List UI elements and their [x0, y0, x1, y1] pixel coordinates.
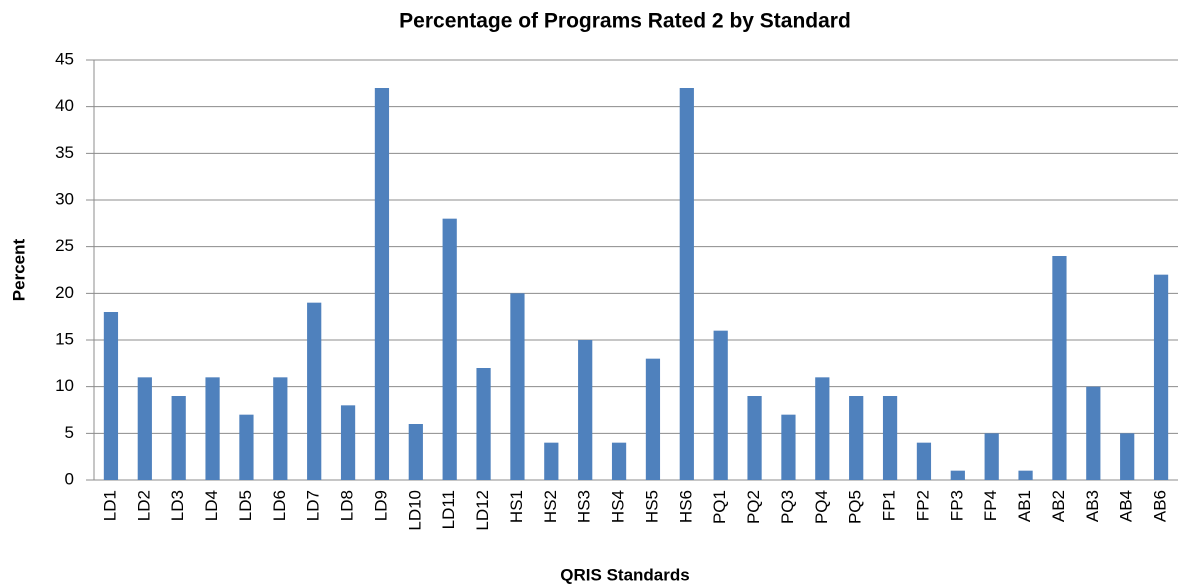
- x-tick-label: FP3: [947, 490, 966, 521]
- x-tick-label: LD1: [100, 490, 119, 521]
- bar: [1018, 470, 1033, 480]
- y-tick-label: 45: [55, 49, 74, 68]
- x-tick-label: HS6: [676, 490, 695, 523]
- x-tick-label: LD8: [338, 490, 357, 521]
- x-tick-label: FP4: [981, 490, 1000, 521]
- bar: [171, 396, 186, 480]
- bar: [307, 302, 322, 480]
- x-tick-label: AB6: [1151, 490, 1170, 522]
- x-tick-label: LD3: [168, 490, 187, 521]
- x-tick-label: PQ5: [846, 490, 865, 524]
- bar: [984, 433, 999, 480]
- bar: [340, 405, 356, 480]
- x-tick-label: LD2: [134, 490, 153, 521]
- x-tick-label: LD6: [270, 490, 289, 521]
- x-tick-label: PQ3: [778, 490, 797, 524]
- x-tick-label: LD7: [304, 490, 323, 521]
- bar: [1086, 386, 1101, 480]
- y-tick-label: 30: [55, 189, 74, 208]
- bar: [239, 414, 254, 480]
- x-tick-label: LD12: [473, 490, 492, 531]
- y-tick-label: 10: [55, 376, 74, 395]
- x-tick-label: HS4: [609, 490, 628, 523]
- bar: [205, 377, 220, 480]
- y-tick-label: 15: [55, 329, 74, 348]
- x-tick-label: PQ1: [710, 490, 729, 524]
- x-tick-label: HS3: [575, 490, 594, 523]
- bar: [713, 330, 728, 480]
- x-tick-label: LD4: [202, 490, 221, 521]
- chart-title: Percentage of Programs Rated 2 by Standa…: [399, 10, 851, 33]
- bar: [544, 442, 559, 480]
- bar: [273, 377, 288, 480]
- x-tick-label: HS2: [541, 490, 560, 523]
- bar: [137, 377, 152, 480]
- bar: [476, 368, 491, 480]
- bar: [747, 396, 762, 480]
- y-tick-label: 0: [65, 469, 74, 488]
- bar: [103, 312, 119, 480]
- bar: [645, 358, 661, 480]
- x-tick-label: AB4: [1117, 490, 1136, 522]
- x-tick-label: FP1: [880, 490, 899, 521]
- x-tick-label: LD5: [236, 490, 255, 521]
- bar: [781, 414, 796, 480]
- bar: [374, 88, 390, 480]
- bar: [679, 88, 694, 480]
- bar: [849, 396, 864, 480]
- bar: [882, 396, 898, 480]
- x-tick-label: AB1: [1015, 490, 1034, 522]
- y-tick-label: 35: [55, 143, 74, 162]
- bar: [510, 293, 525, 480]
- bar: [916, 442, 932, 480]
- y-axis-title: Percent: [9, 238, 28, 301]
- bar: [611, 442, 627, 480]
- bar: [950, 470, 965, 480]
- bar: [815, 377, 830, 480]
- x-tick-label: AB2: [1049, 490, 1068, 522]
- bar: [1052, 256, 1067, 480]
- bar: [578, 340, 593, 480]
- x-tick-label: LD9: [371, 490, 390, 521]
- bar: [442, 218, 457, 480]
- x-tick-label: AB3: [1083, 490, 1102, 522]
- x-tick-label: PQ2: [744, 490, 763, 524]
- bar: [1120, 433, 1135, 480]
- bar: [408, 424, 423, 480]
- x-tick-label: LD10: [405, 490, 424, 531]
- bar: [1153, 274, 1169, 480]
- x-axis-title: QRIS Standards: [560, 565, 689, 584]
- x-tick-label: HS5: [642, 490, 661, 523]
- x-tick-label: LD11: [439, 490, 458, 529]
- y-tick-label: 20: [55, 283, 74, 302]
- x-tick-label: FP2: [913, 490, 932, 521]
- x-tick-label: PQ4: [812, 490, 831, 524]
- y-tick-label: 40: [55, 96, 74, 115]
- y-tick-label: 5: [65, 423, 74, 442]
- y-tick-label: 25: [55, 236, 74, 255]
- x-tick-label: HS1: [507, 490, 526, 523]
